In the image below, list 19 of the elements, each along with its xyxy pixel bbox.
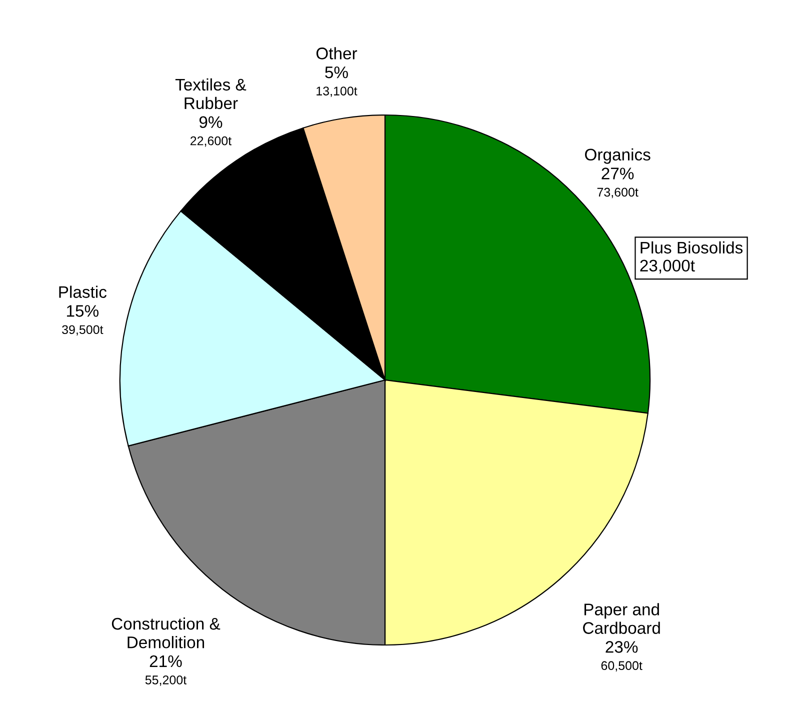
text: 39,500t	[62, 325, 104, 336]
data-label: 5%	[325, 66, 348, 78]
slice-label: Construction & Demolition	[112, 617, 220, 648]
slice-label: Textiles & Rubber	[175, 78, 246, 110]
data-label: 27%	[602, 168, 634, 180]
slice-label: Paper and Cardboard	[583, 603, 660, 634]
slice-label: Plastic	[59, 286, 107, 298]
text: 22,600t	[190, 136, 232, 147]
data-label: 15%	[67, 305, 99, 317]
data-label: 21%	[150, 655, 182, 668]
text: 73,600t	[597, 188, 638, 198]
text: 60,500t	[601, 661, 642, 672]
text: 55,200t	[145, 676, 186, 686]
data-label: 23%	[606, 641, 638, 653]
text: Plus Biosolids 23,000t	[640, 241, 743, 274]
text: 13,100t	[316, 86, 358, 97]
slice-label: Organics	[585, 148, 650, 164]
data-label: 9%	[199, 116, 222, 128]
slice-label: Other	[316, 47, 358, 60]
